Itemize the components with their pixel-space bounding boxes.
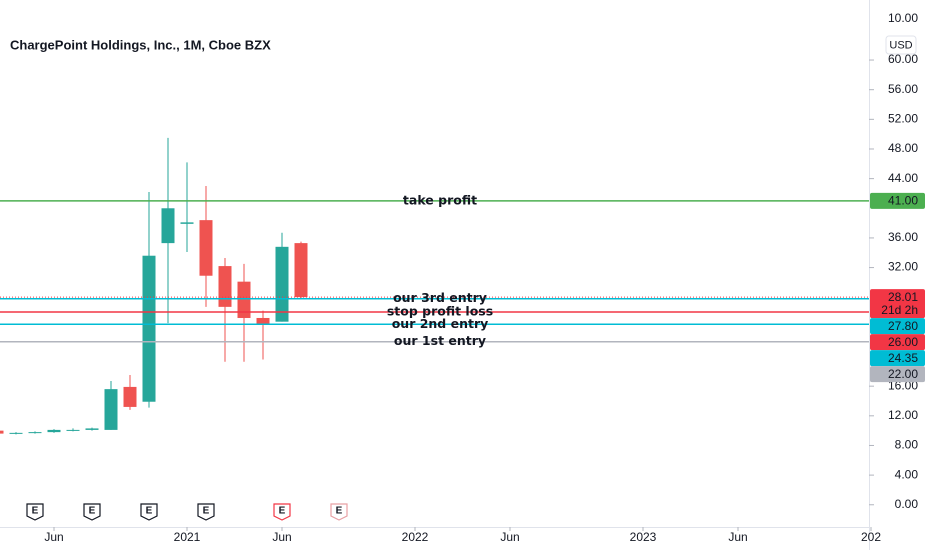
price-label: 27.80	[888, 319, 918, 333]
x-tick-label: 2022	[402, 530, 429, 544]
price-label-box	[870, 318, 925, 335]
candle-body	[28, 432, 42, 434]
price-label: 24.35	[888, 351, 918, 365]
candle-body	[66, 429, 80, 431]
price-label: 22.00	[888, 367, 918, 381]
event-marker	[330, 503, 348, 521]
price-label-box	[870, 192, 925, 209]
event-label: E	[89, 506, 96, 517]
candle-body	[199, 220, 213, 276]
price-label: 21d 2h	[881, 303, 918, 317]
candle-body	[294, 243, 308, 298]
x-tick-label: 2023	[630, 530, 657, 544]
price-label-box	[870, 334, 925, 351]
y-tick-label: 52.00	[888, 112, 918, 126]
candle-body	[123, 386, 137, 407]
x-tick-label: Jun	[728, 530, 747, 544]
level-label: our 3rd entry	[393, 290, 487, 305]
candle-body	[161, 208, 175, 244]
price-axis-panel	[869, 0, 932, 550]
candle-body	[218, 266, 232, 307]
price-label: 41.00	[888, 194, 918, 208]
y-tick-label: 32.00	[888, 260, 918, 274]
y-tick-label: 36.00	[888, 230, 918, 244]
candle-body	[0, 430, 4, 434]
x-tick-label: Jun	[272, 530, 291, 544]
event-label: E	[203, 506, 210, 517]
x-tick-label: 2021	[174, 530, 201, 544]
price-label-box	[870, 366, 925, 383]
event-marker	[197, 503, 215, 521]
candle-body	[256, 317, 270, 325]
y-tick-label: 56.00	[888, 82, 918, 96]
currency: USD	[889, 39, 912, 51]
y-tick-label: 4.00	[895, 467, 919, 481]
event-marker	[26, 503, 44, 521]
y-tick-label: 0.00	[895, 497, 919, 511]
y-tick-label: 12.00	[888, 408, 918, 422]
event-marker	[140, 503, 158, 521]
candle-body	[47, 429, 61, 433]
y-tick-label: 44.00	[888, 171, 918, 185]
corner-label: 10.00	[888, 11, 918, 25]
price-label: 26.00	[888, 335, 918, 349]
candle-body	[275, 246, 289, 322]
level-label: take profit	[403, 192, 477, 207]
y-tick-label: 8.00	[895, 438, 919, 452]
event-label: E	[279, 506, 286, 517]
level-label: stop profit loss	[387, 304, 493, 319]
x-tick-label: 202	[861, 530, 881, 544]
event-marker	[273, 503, 291, 521]
y-tick-label: 48.00	[888, 141, 918, 155]
price-label-box	[870, 350, 925, 367]
price-label-box	[870, 289, 925, 319]
currency-box[interactable]	[885, 35, 917, 55]
x-tick-label: Jun	[500, 530, 519, 544]
event-marker	[83, 503, 101, 521]
candle-body	[104, 389, 118, 430]
candle-body	[237, 281, 251, 318]
y-tick-label: 60.00	[888, 52, 918, 66]
level-label: our 1st entry	[394, 333, 486, 348]
x-tick-label: Jun	[44, 530, 63, 544]
price-label: 28.01	[888, 290, 918, 304]
candle-body	[85, 428, 99, 430]
candle-body	[142, 255, 156, 402]
plot-area	[0, 137, 869, 435]
event-label: E	[336, 506, 343, 517]
candle-body	[180, 222, 194, 224]
level-label: our 2nd entry	[392, 316, 489, 331]
chart-title: ChargePoint Holdings, Inc., 1M, Cboe BZX	[10, 37, 271, 52]
event-label: E	[146, 506, 153, 517]
event-label: E	[32, 506, 39, 517]
candle-body	[9, 432, 23, 434]
